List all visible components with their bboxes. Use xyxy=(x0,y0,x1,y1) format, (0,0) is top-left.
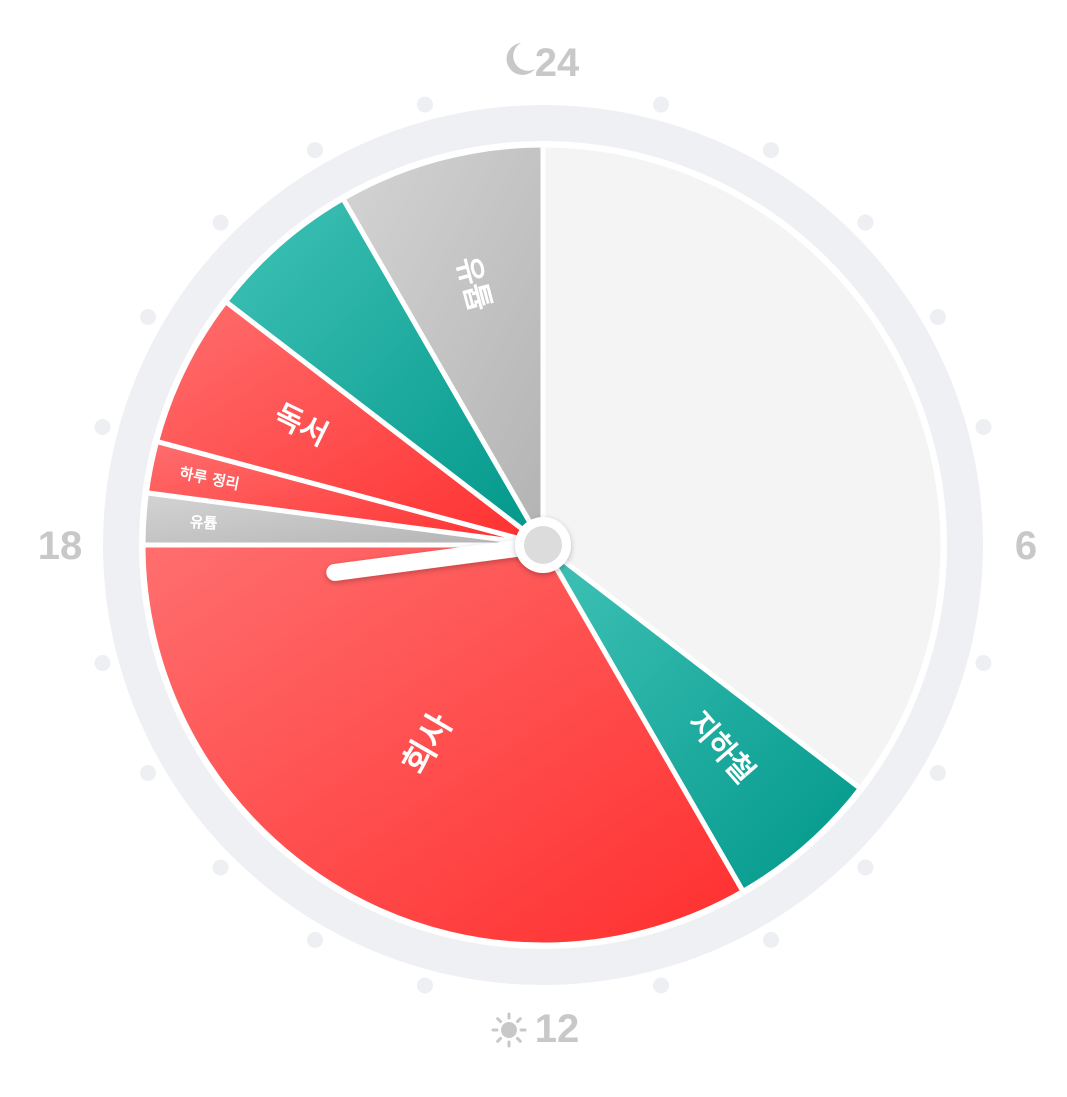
hand-line xyxy=(326,536,552,581)
hour-label-text: 18 xyxy=(38,524,83,568)
hour-label-18: 18 xyxy=(38,524,83,568)
hour-dot xyxy=(975,655,992,672)
current-time-hand xyxy=(326,517,571,581)
segment-teal[interactable] xyxy=(223,196,546,548)
moon-icon xyxy=(506,43,535,75)
segment-label: 유튭 xyxy=(189,513,218,533)
segment-wedge[interactable] xyxy=(154,298,546,548)
hour-dot xyxy=(212,214,229,231)
segment-wedge[interactable] xyxy=(140,542,746,948)
hour-dot xyxy=(975,418,992,435)
hour-dot xyxy=(94,655,111,672)
hour-dot xyxy=(763,142,779,159)
hour-dot xyxy=(857,859,874,876)
hour-dot xyxy=(212,859,229,876)
hour-label-text: 12 xyxy=(535,1007,580,1051)
sun-icon xyxy=(491,1012,527,1048)
hour-label-text: 6 xyxy=(1015,524,1037,568)
hour-dot xyxy=(857,214,874,231)
hour-dot xyxy=(763,931,779,948)
segment-wedge[interactable] xyxy=(340,142,546,548)
hour-label-12: 12 xyxy=(491,1007,580,1051)
segment-회사[interactable]: 회사 xyxy=(140,542,746,948)
segment-wedge[interactable] xyxy=(223,196,546,548)
segment-empty[interactable] xyxy=(540,142,946,792)
segment-wedge[interactable] xyxy=(540,142,946,792)
hour-labels: 24 6 12 18 xyxy=(38,41,1037,1051)
hour-label-24: 24 xyxy=(506,41,580,85)
hour-dot xyxy=(307,142,323,159)
hour-dot xyxy=(307,931,323,948)
segment-지하철[interactable]: 지하철 xyxy=(540,542,863,894)
hour-dot xyxy=(140,765,157,781)
hour-dot xyxy=(94,418,111,435)
hour-label-text: 24 xyxy=(535,41,580,85)
hour-dots xyxy=(94,96,992,994)
segment-wedge[interactable] xyxy=(540,542,863,894)
hour-dot xyxy=(416,96,433,113)
hour-dot xyxy=(140,309,157,325)
hour-dot xyxy=(416,977,433,994)
hour-dot xyxy=(929,309,946,325)
hour-dot xyxy=(653,96,670,113)
segment-유튭[interactable]: 유튭 xyxy=(340,142,546,548)
hour-dot xyxy=(929,765,946,781)
hour-label-6: 6 xyxy=(1015,524,1037,568)
hand-pivot-center xyxy=(524,526,562,564)
hour-dot xyxy=(653,977,670,994)
segment-독서[interactable]: 독서 xyxy=(154,298,546,548)
